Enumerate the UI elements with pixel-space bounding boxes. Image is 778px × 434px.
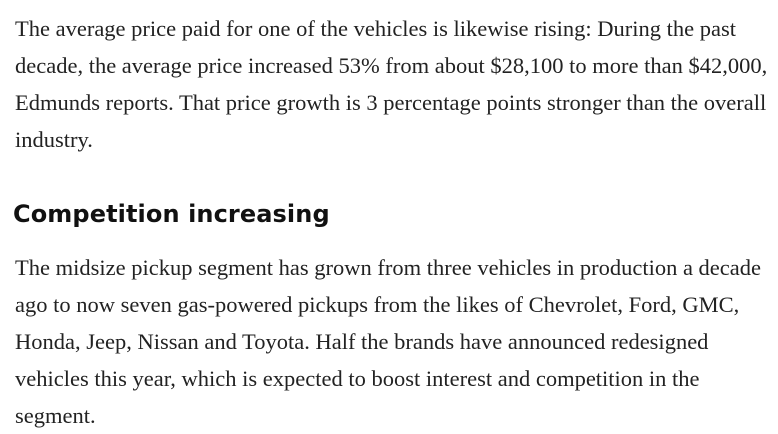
- section-heading: Competition increasing: [13, 200, 330, 228]
- article-body: The average price paid for one of the ve…: [13, 0, 775, 434]
- competition-paragraph: The midsize pickup segment has grown fro…: [15, 255, 762, 428]
- price-paragraph: The average price paid for one of the ve…: [15, 16, 768, 152]
